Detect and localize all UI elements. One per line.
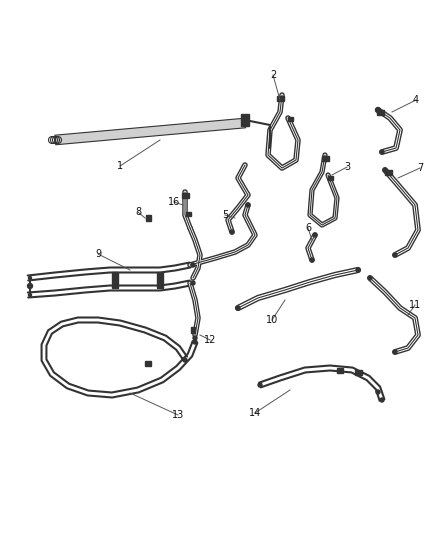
Bar [191, 327, 195, 333]
Circle shape [246, 203, 250, 207]
Circle shape [191, 263, 195, 267]
Text: 4: 4 [413, 95, 419, 105]
Circle shape [393, 350, 397, 354]
Circle shape [313, 233, 317, 237]
Circle shape [193, 336, 197, 340]
Circle shape [380, 398, 384, 402]
Circle shape [28, 284, 32, 288]
Circle shape [383, 168, 387, 172]
Bar [328, 176, 332, 180]
Bar [377, 109, 384, 115]
Circle shape [375, 108, 381, 112]
Text: 10: 10 [266, 315, 278, 325]
Circle shape [376, 390, 380, 394]
Circle shape [356, 268, 360, 272]
Text: 13: 13 [172, 410, 184, 420]
Text: 7: 7 [417, 163, 423, 173]
Circle shape [183, 358, 187, 362]
Text: 9: 9 [95, 249, 101, 259]
Text: 5: 5 [222, 210, 228, 220]
Text: 14: 14 [249, 408, 261, 418]
Circle shape [230, 230, 234, 234]
Bar [287, 117, 293, 121]
Bar [385, 169, 392, 174]
Bar [145, 360, 151, 366]
Bar [186, 212, 191, 216]
Text: 8: 8 [135, 207, 141, 217]
Text: 2: 2 [270, 70, 276, 80]
Text: 3: 3 [344, 162, 350, 172]
Bar [337, 367, 343, 373]
Bar [321, 156, 328, 160]
Text: 1: 1 [117, 161, 123, 171]
Circle shape [28, 277, 32, 279]
Polygon shape [55, 118, 246, 145]
Circle shape [393, 253, 397, 257]
Text: 6: 6 [305, 223, 311, 233]
Circle shape [236, 306, 240, 310]
Bar [354, 369, 361, 375]
Circle shape [191, 281, 195, 285]
Bar [276, 95, 283, 101]
Bar [145, 215, 151, 221]
Circle shape [258, 383, 262, 387]
Circle shape [28, 294, 32, 296]
Bar [241, 114, 249, 126]
Bar [157, 272, 163, 288]
Bar [181, 192, 188, 198]
Text: 12: 12 [204, 335, 216, 345]
Text: 16: 16 [168, 197, 180, 207]
Text: 11: 11 [409, 300, 421, 310]
Bar [112, 272, 118, 288]
Circle shape [368, 276, 372, 280]
Circle shape [380, 150, 384, 154]
Circle shape [310, 258, 314, 262]
Circle shape [193, 340, 197, 344]
